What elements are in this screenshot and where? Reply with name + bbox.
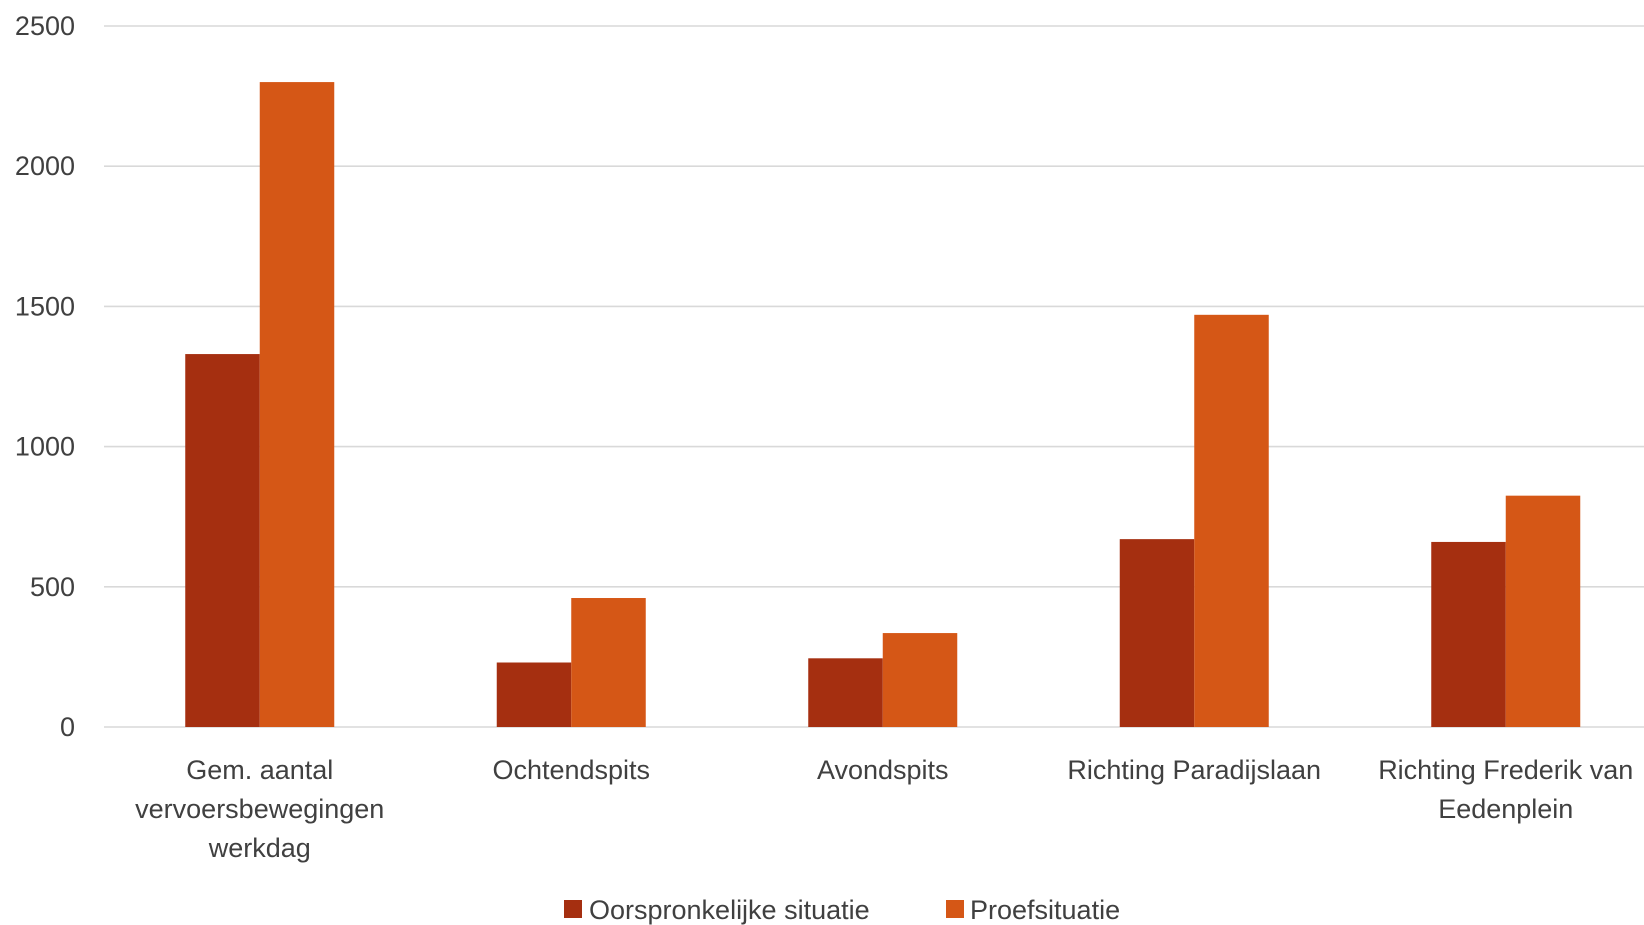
legend-swatch bbox=[564, 900, 582, 918]
bar-proef-2 bbox=[882, 633, 958, 727]
legend: Oorspronkelijke situatie Proefsituatie bbox=[564, 895, 1120, 925]
bar-proef-3 bbox=[1194, 314, 1269, 727]
x-category-label-line: Richting Paradijslaan bbox=[1067, 755, 1321, 785]
x-category-label-line: werkdag bbox=[208, 833, 311, 863]
bar-oorspronkelijke-2 bbox=[808, 658, 883, 727]
x-category-label: Gem. aantal vervoersbewegingen werkdag bbox=[135, 755, 384, 863]
x-category-label: Ochtendspits bbox=[492, 755, 650, 785]
bar-oorspronkelijke-3 bbox=[1119, 539, 1195, 727]
bar-oorspronkelijke-1 bbox=[496, 662, 572, 727]
x-axis-labels: Gem. aantal vervoersbewegingen werkdag Ocht… bbox=[135, 755, 1633, 863]
bar-proef-4 bbox=[1505, 495, 1581, 727]
bar-proef-0 bbox=[259, 82, 335, 727]
x-category-label: Avondspits bbox=[817, 755, 949, 785]
y-tick-label: 2000 bbox=[15, 151, 75, 181]
bar-proef-1 bbox=[571, 598, 646, 727]
y-axis-ticks: 0 500 1000 1500 2000 2500 bbox=[15, 11, 75, 742]
legend-label: Oorspronkelijke situatie bbox=[589, 895, 870, 925]
x-category-label-line: vervoersbewegingen bbox=[135, 794, 384, 824]
y-tick-label: 500 bbox=[30, 572, 75, 602]
x-category-label-line: Avondspits bbox=[817, 755, 949, 785]
gridlines bbox=[104, 25, 1644, 728]
x-category-label-line: Ochtendspits bbox=[492, 755, 650, 785]
bar-oorspronkelijke-4 bbox=[1431, 541, 1506, 727]
legend-label: Proefsituatie bbox=[970, 895, 1120, 925]
bars bbox=[185, 82, 1581, 727]
legend-item: Proefsituatie bbox=[946, 895, 1120, 925]
y-tick-label: 1500 bbox=[15, 291, 75, 321]
x-category-label: Richting Paradijslaan bbox=[1067, 755, 1321, 785]
legend-swatch bbox=[946, 900, 964, 918]
y-tick-label: 2500 bbox=[15, 11, 75, 41]
y-tick-label: 1000 bbox=[15, 432, 75, 462]
x-category-label: Richting Frederik van Eedenplein bbox=[1378, 755, 1633, 824]
bar-oorspronkelijke-0 bbox=[185, 354, 260, 727]
x-category-label-line: Eedenplein bbox=[1438, 794, 1573, 824]
y-tick-label: 0 bbox=[60, 712, 75, 742]
x-category-label-line: Richting Frederik van bbox=[1378, 755, 1633, 785]
x-category-label-line: Gem. aantal bbox=[186, 755, 333, 785]
legend-item: Oorspronkelijke situatie bbox=[564, 895, 870, 925]
